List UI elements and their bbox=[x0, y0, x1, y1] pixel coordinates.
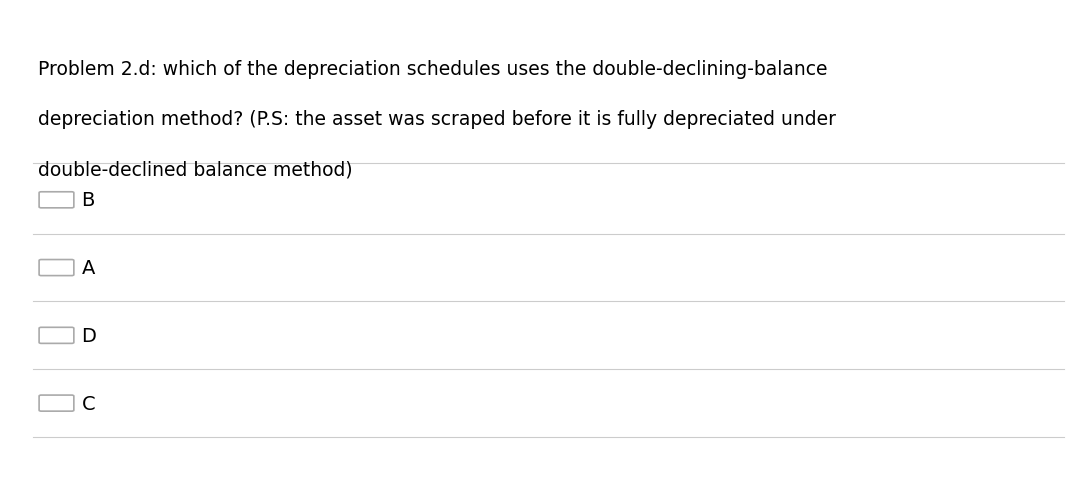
FancyBboxPatch shape bbox=[39, 192, 74, 208]
FancyBboxPatch shape bbox=[39, 328, 74, 344]
Text: depreciation method? (P.S: the asset was scraped before it is fully depreciated : depreciation method? (P.S: the asset was… bbox=[38, 110, 836, 129]
Text: Problem 2.d: which of the depreciation schedules uses the double-declining-balan: Problem 2.d: which of the depreciation s… bbox=[38, 60, 828, 79]
FancyBboxPatch shape bbox=[39, 395, 74, 411]
Text: double-declined balance method): double-declined balance method) bbox=[38, 160, 353, 179]
Text: A: A bbox=[81, 259, 94, 278]
FancyBboxPatch shape bbox=[39, 260, 74, 276]
Text: D: D bbox=[81, 326, 97, 345]
Text: C: C bbox=[81, 394, 96, 413]
Text: B: B bbox=[81, 191, 94, 210]
